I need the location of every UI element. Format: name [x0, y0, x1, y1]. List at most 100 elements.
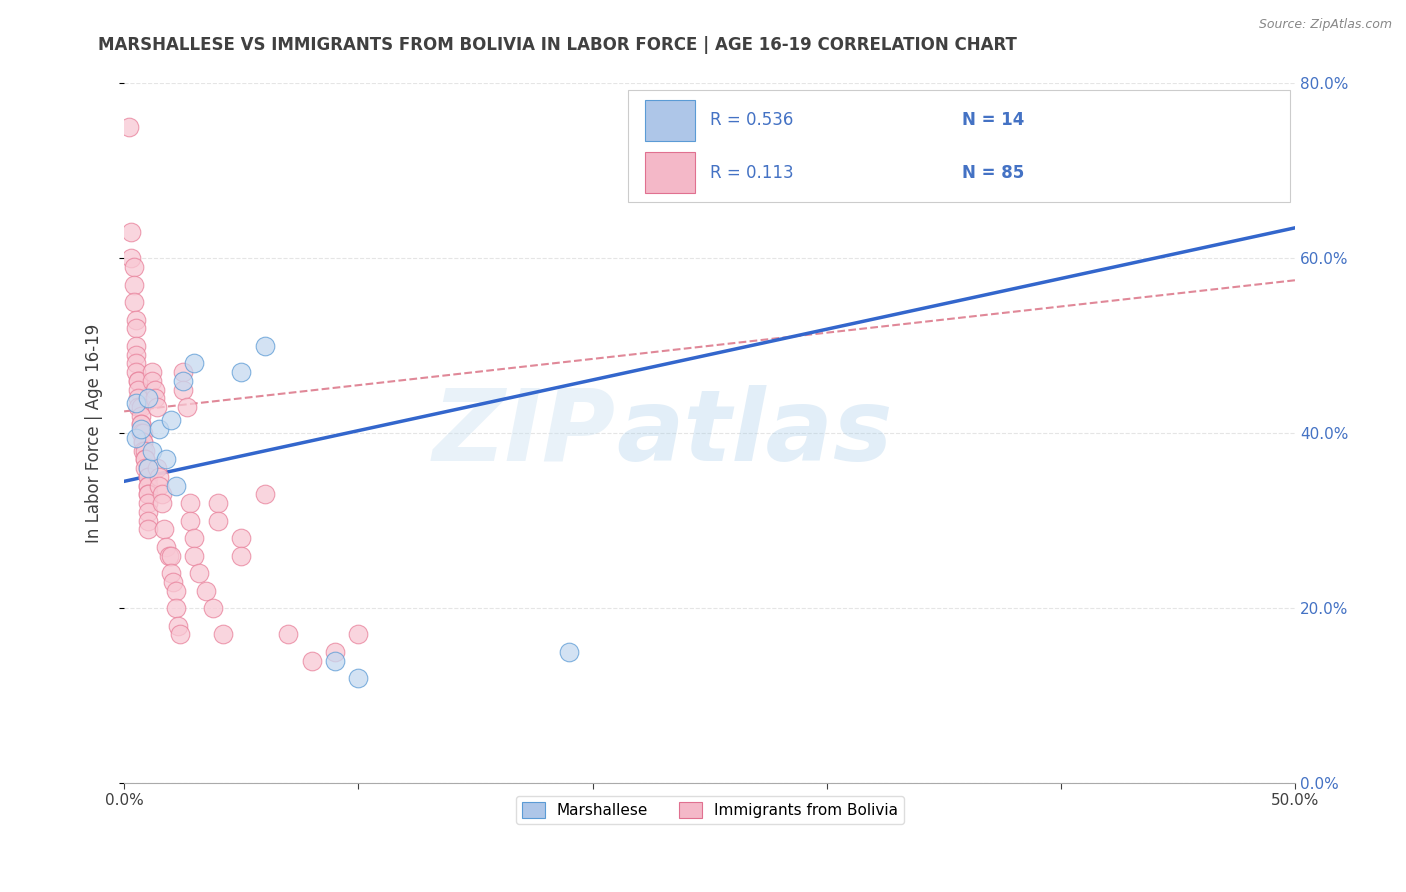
Point — [129, 422, 152, 436]
Point — [129, 417, 152, 432]
Point — [179, 496, 201, 510]
Point — [136, 479, 159, 493]
Point — [347, 627, 370, 641]
Point — [120, 252, 142, 266]
Point — [143, 383, 166, 397]
Point — [125, 365, 148, 379]
Point — [146, 400, 169, 414]
Point — [141, 365, 163, 379]
Point — [136, 496, 159, 510]
Point — [127, 391, 149, 405]
Point — [231, 531, 253, 545]
Point — [127, 400, 149, 414]
Point — [118, 120, 141, 135]
FancyBboxPatch shape — [645, 152, 695, 194]
Point — [136, 514, 159, 528]
Point — [202, 601, 225, 615]
Point — [172, 374, 194, 388]
Point — [129, 426, 152, 441]
Point — [148, 422, 170, 436]
Point — [127, 374, 149, 388]
Point — [183, 356, 205, 370]
Point — [253, 487, 276, 501]
Point — [211, 627, 233, 641]
Point — [134, 452, 156, 467]
Text: N = 14: N = 14 — [962, 112, 1024, 129]
Point — [323, 645, 346, 659]
Point — [125, 321, 148, 335]
Point — [141, 443, 163, 458]
Point — [157, 549, 180, 563]
FancyBboxPatch shape — [645, 100, 695, 141]
Point — [179, 514, 201, 528]
Point — [125, 395, 148, 409]
Point — [150, 496, 173, 510]
Point — [122, 277, 145, 292]
Point — [231, 365, 253, 379]
Point — [162, 574, 184, 589]
Text: N = 85: N = 85 — [962, 163, 1024, 182]
Point — [136, 487, 159, 501]
Point — [155, 540, 177, 554]
Point — [231, 549, 253, 563]
Text: R = 0.113: R = 0.113 — [710, 163, 793, 182]
Point — [183, 531, 205, 545]
Point — [129, 400, 152, 414]
Point — [165, 479, 187, 493]
Point — [125, 431, 148, 445]
FancyBboxPatch shape — [628, 90, 1289, 202]
Point — [134, 452, 156, 467]
Point — [148, 470, 170, 484]
Point — [136, 505, 159, 519]
Point — [136, 470, 159, 484]
Point — [136, 487, 159, 501]
Point — [169, 627, 191, 641]
Point — [134, 443, 156, 458]
Point — [148, 479, 170, 493]
Point — [136, 479, 159, 493]
Point — [301, 654, 323, 668]
Point — [160, 413, 183, 427]
Point — [277, 627, 299, 641]
Text: atlas: atlas — [616, 384, 893, 482]
Point — [143, 391, 166, 405]
Point — [1002, 181, 1025, 195]
Point — [165, 601, 187, 615]
Point — [132, 443, 155, 458]
Point — [160, 566, 183, 581]
Point — [207, 496, 229, 510]
Point — [132, 434, 155, 449]
Text: ZIP: ZIP — [433, 384, 616, 482]
Point — [122, 260, 145, 274]
Point — [129, 417, 152, 432]
Point — [188, 566, 211, 581]
Point — [323, 654, 346, 668]
Point — [207, 514, 229, 528]
Point — [172, 383, 194, 397]
Point — [160, 549, 183, 563]
Point — [347, 671, 370, 685]
Point — [134, 461, 156, 475]
Point — [127, 374, 149, 388]
Point — [136, 461, 159, 475]
Point — [125, 356, 148, 370]
Point — [136, 461, 159, 475]
Point — [155, 452, 177, 467]
Point — [132, 426, 155, 441]
Point — [125, 347, 148, 361]
Point — [253, 339, 276, 353]
Point — [129, 409, 152, 423]
Point — [183, 549, 205, 563]
Point — [195, 583, 218, 598]
Point — [172, 365, 194, 379]
Point — [125, 312, 148, 326]
Point — [176, 400, 198, 414]
Point — [150, 487, 173, 501]
Point — [127, 383, 149, 397]
Text: MARSHALLESE VS IMMIGRANTS FROM BOLIVIA IN LABOR FORCE | AGE 16-19 CORRELATION CH: MARSHALLESE VS IMMIGRANTS FROM BOLIVIA I… — [98, 36, 1018, 54]
Point — [153, 523, 176, 537]
Point — [136, 391, 159, 405]
Point — [136, 470, 159, 484]
Point — [558, 645, 581, 659]
Point — [167, 618, 190, 632]
